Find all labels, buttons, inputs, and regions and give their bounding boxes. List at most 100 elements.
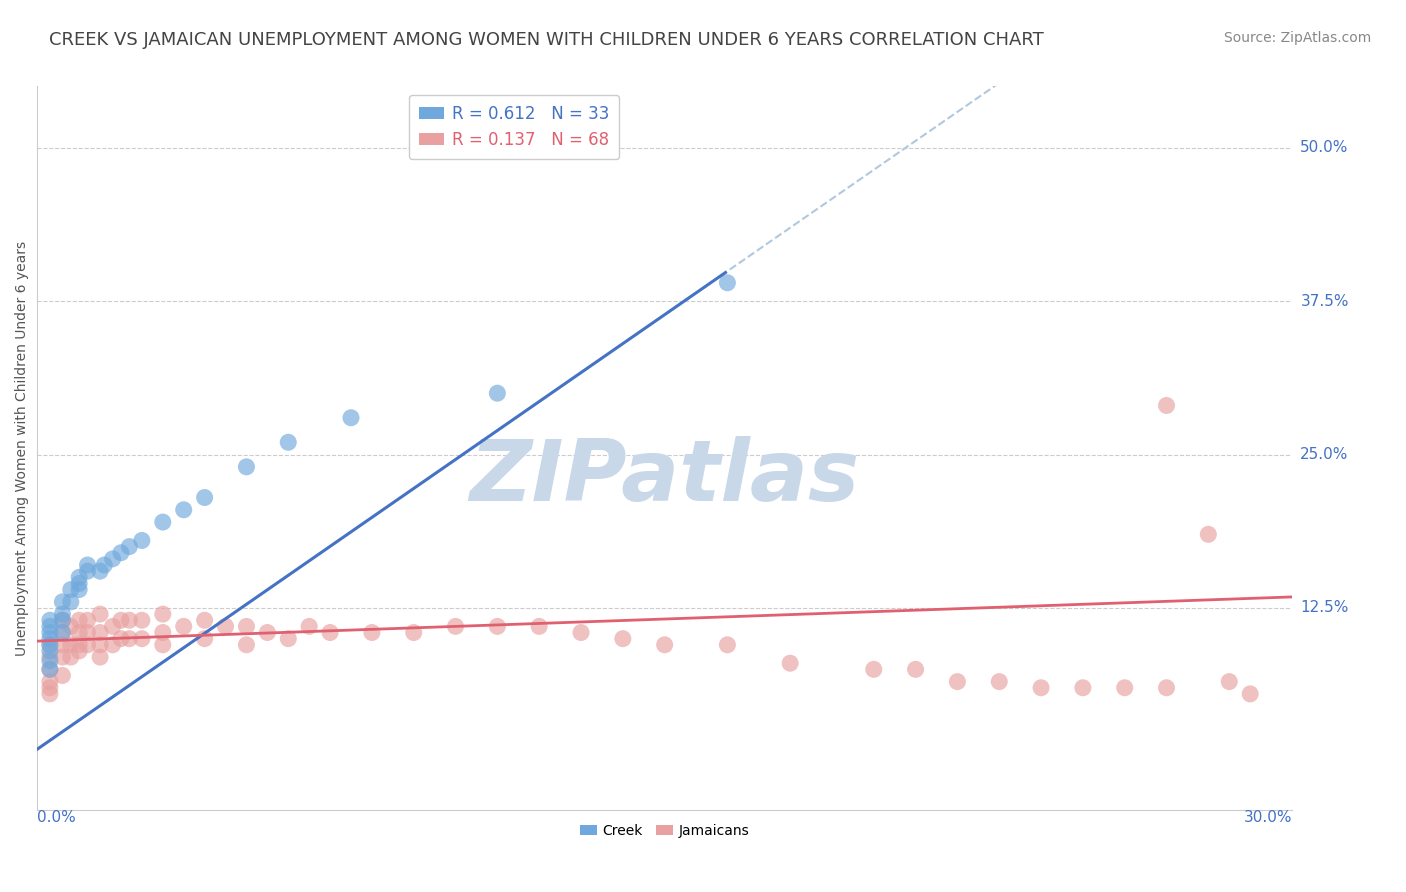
Point bbox=[89, 564, 111, 578]
Text: Source: ZipAtlas.com: Source: ZipAtlas.com bbox=[1223, 31, 1371, 45]
Point bbox=[89, 650, 111, 665]
Point bbox=[235, 638, 257, 652]
Point bbox=[131, 613, 153, 627]
Point bbox=[1071, 681, 1094, 695]
Text: CREEK VS JAMAICAN UNEMPLOYMENT AMONG WOMEN WITH CHILDREN UNDER 6 YEARS CORRELATI: CREEK VS JAMAICAN UNEMPLOYMENT AMONG WOM… bbox=[49, 31, 1045, 49]
Point bbox=[67, 644, 90, 658]
Point bbox=[110, 613, 132, 627]
Point bbox=[131, 632, 153, 646]
Point bbox=[38, 644, 60, 658]
Legend: Creek, Jamaicans: Creek, Jamaicans bbox=[575, 818, 755, 843]
Point bbox=[76, 625, 98, 640]
Point bbox=[862, 662, 884, 676]
Point bbox=[1239, 687, 1261, 701]
Point bbox=[486, 619, 509, 633]
Text: 0.0%: 0.0% bbox=[38, 811, 76, 825]
Point bbox=[235, 619, 257, 633]
Point bbox=[38, 619, 60, 633]
Point bbox=[38, 638, 60, 652]
Point bbox=[214, 619, 236, 633]
Point bbox=[93, 558, 115, 572]
Point bbox=[59, 619, 82, 633]
Point bbox=[527, 619, 550, 633]
Text: ZIPatlas: ZIPatlas bbox=[470, 436, 860, 519]
Point bbox=[654, 638, 676, 652]
Point bbox=[101, 619, 124, 633]
Point bbox=[67, 625, 90, 640]
Point bbox=[101, 552, 124, 566]
Text: 50.0%: 50.0% bbox=[1301, 140, 1348, 155]
Point bbox=[904, 662, 927, 676]
Text: 12.5%: 12.5% bbox=[1301, 600, 1348, 615]
Text: 37.5%: 37.5% bbox=[1301, 293, 1348, 309]
Point bbox=[361, 625, 384, 640]
Text: 30.0%: 30.0% bbox=[1243, 811, 1292, 825]
Point bbox=[779, 657, 801, 671]
Point bbox=[131, 533, 153, 548]
Point bbox=[76, 613, 98, 627]
Point bbox=[76, 564, 98, 578]
Point bbox=[38, 650, 60, 665]
Point bbox=[946, 674, 969, 689]
Point bbox=[76, 558, 98, 572]
Point bbox=[1114, 681, 1136, 695]
Y-axis label: Unemployment Among Women with Children Under 6 years: Unemployment Among Women with Children U… bbox=[15, 241, 30, 656]
Point bbox=[89, 625, 111, 640]
Point bbox=[1218, 674, 1240, 689]
Point bbox=[67, 582, 90, 597]
Point bbox=[152, 625, 174, 640]
Point bbox=[51, 625, 73, 640]
Point bbox=[152, 638, 174, 652]
Point bbox=[444, 619, 467, 633]
Point bbox=[38, 654, 60, 668]
Point bbox=[51, 625, 73, 640]
Point bbox=[101, 638, 124, 652]
Point bbox=[51, 613, 73, 627]
Point bbox=[194, 613, 217, 627]
Point bbox=[319, 625, 342, 640]
Point bbox=[51, 638, 73, 652]
Point bbox=[173, 503, 195, 517]
Point bbox=[277, 632, 299, 646]
Point bbox=[277, 435, 299, 450]
Point bbox=[118, 540, 141, 554]
Point bbox=[59, 595, 82, 609]
Point bbox=[118, 632, 141, 646]
Point bbox=[256, 625, 278, 640]
Point bbox=[1156, 399, 1178, 413]
Point bbox=[235, 459, 257, 474]
Point bbox=[38, 662, 60, 676]
Point bbox=[51, 668, 73, 682]
Point bbox=[38, 632, 60, 646]
Point bbox=[67, 613, 90, 627]
Point bbox=[67, 638, 90, 652]
Point bbox=[569, 625, 592, 640]
Point bbox=[152, 607, 174, 621]
Point bbox=[38, 625, 60, 640]
Point bbox=[51, 595, 73, 609]
Point bbox=[118, 613, 141, 627]
Point bbox=[38, 613, 60, 627]
Point bbox=[716, 638, 738, 652]
Point bbox=[89, 638, 111, 652]
Point bbox=[716, 276, 738, 290]
Point bbox=[298, 619, 321, 633]
Point bbox=[194, 632, 217, 646]
Point bbox=[38, 687, 60, 701]
Point bbox=[38, 681, 60, 695]
Point bbox=[152, 515, 174, 529]
Point bbox=[51, 607, 73, 621]
Point bbox=[1029, 681, 1052, 695]
Point bbox=[51, 650, 73, 665]
Point bbox=[51, 613, 73, 627]
Point bbox=[1156, 681, 1178, 695]
Point bbox=[76, 638, 98, 652]
Point bbox=[110, 546, 132, 560]
Point bbox=[340, 410, 363, 425]
Point bbox=[67, 576, 90, 591]
Point bbox=[89, 607, 111, 621]
Point bbox=[194, 491, 217, 505]
Point bbox=[59, 582, 82, 597]
Point bbox=[59, 650, 82, 665]
Point bbox=[38, 662, 60, 676]
